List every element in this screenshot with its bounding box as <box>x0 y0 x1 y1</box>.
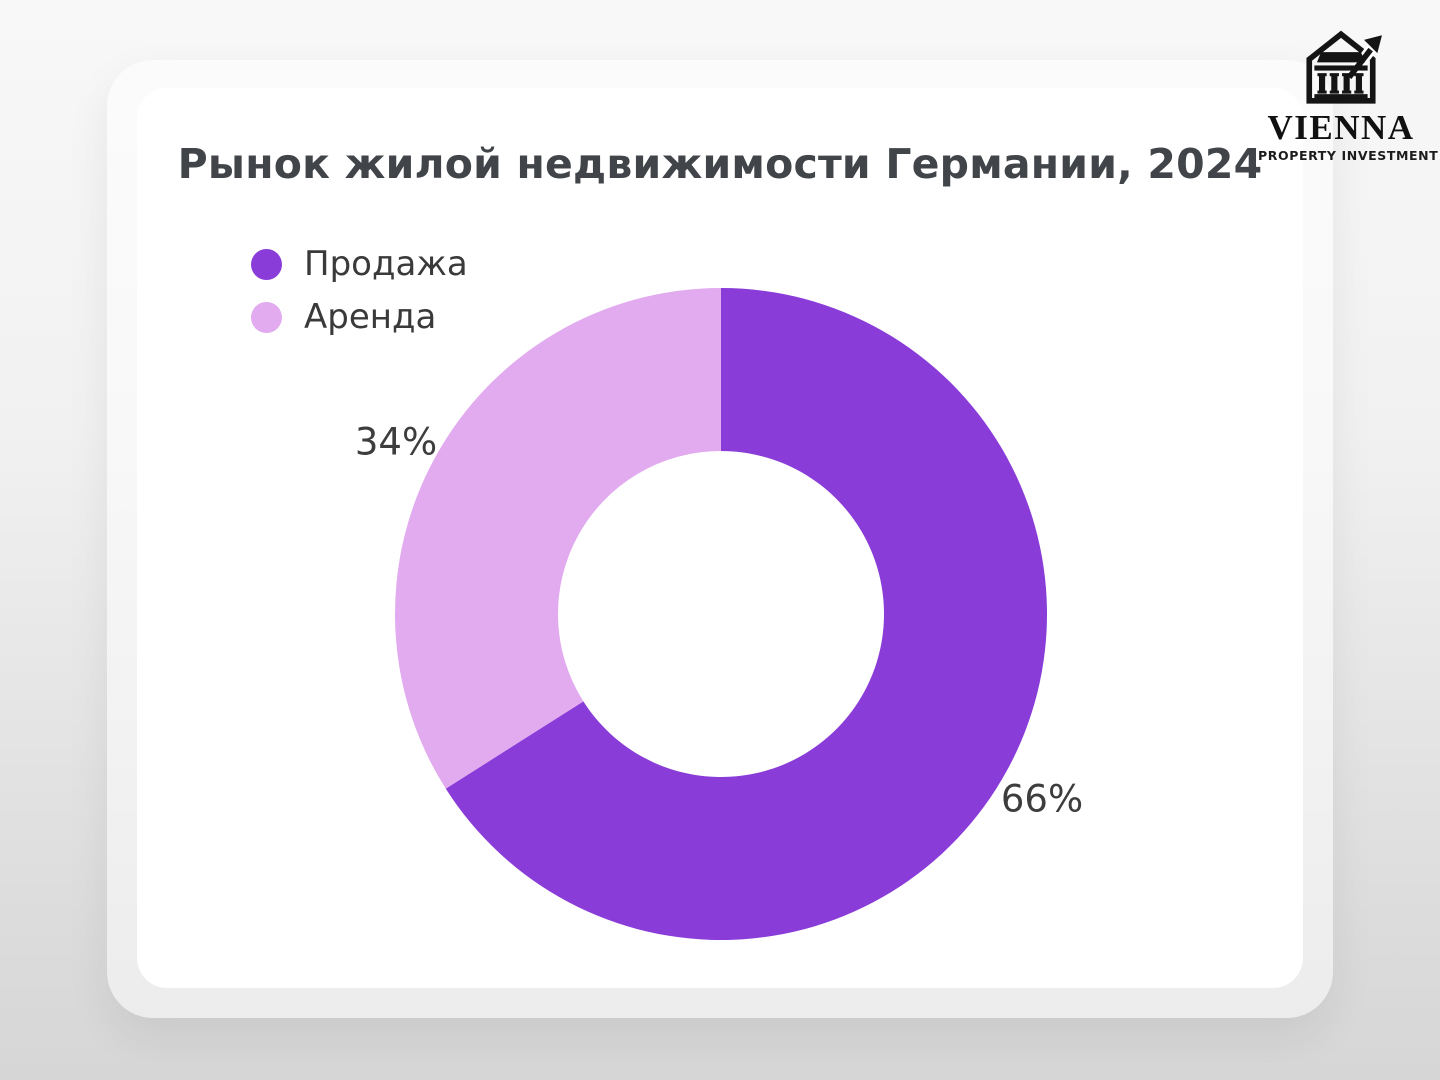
vienna-logo: VIENNA PROPERTY INVESTMENT <box>1258 26 1439 163</box>
donut-slice <box>445 288 1047 940</box>
donut-chart-svg <box>395 288 1047 940</box>
donut-chart <box>395 288 1047 940</box>
legend-label: Продажа <box>304 244 468 284</box>
chart-legend: Продажа Аренда <box>251 244 468 337</box>
donut-slice <box>395 288 721 789</box>
legend-label: Аренда <box>304 297 437 337</box>
legend-item-arenda: Аренда <box>251 297 468 337</box>
logo-brand-text: VIENNA <box>1267 108 1415 147</box>
legend-swatch-icon <box>251 301 282 333</box>
logo-tagline-text: PROPERTY INVESTMENT <box>1258 148 1439 163</box>
chart-card: Рынок жилой недвижимости Германии, 2024 … <box>137 88 1303 988</box>
legend-swatch-icon <box>251 248 282 280</box>
chart-title: Рынок жилой недвижимости Германии, 2024 <box>177 140 1263 188</box>
slice-value-label: 66% <box>1000 777 1084 821</box>
legend-item-prodazha: Продажа <box>251 244 468 284</box>
bank-building-growth-arrow-icon <box>1306 30 1382 104</box>
slice-value-label: 34% <box>354 420 438 464</box>
